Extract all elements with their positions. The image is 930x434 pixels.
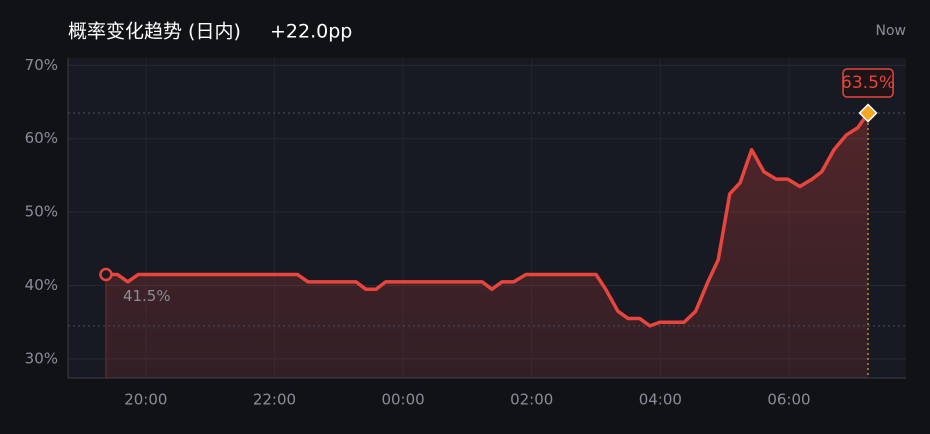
chart-title: 概率变化趋势 (日内) bbox=[68, 21, 241, 43]
x-tick-label: 20:00 bbox=[124, 391, 167, 409]
x-tick-label: 06:00 bbox=[767, 391, 810, 409]
x-tick-label: 04:00 bbox=[639, 391, 682, 409]
y-tick-label: 30% bbox=[25, 349, 58, 367]
y-tick-label: 40% bbox=[25, 276, 58, 294]
value-label: 41.5% bbox=[123, 287, 171, 305]
start-marker bbox=[99, 267, 113, 282]
area bbox=[105, 113, 869, 378]
x-tick-label: 00:00 bbox=[381, 391, 424, 409]
change-label: +22.0pp bbox=[270, 21, 352, 43]
value-label: 63.5% bbox=[841, 73, 895, 93]
end-marker bbox=[858, 103, 878, 123]
y-tick-label: 60% bbox=[25, 129, 58, 147]
value-label-box bbox=[842, 68, 894, 98]
now-label: Now bbox=[876, 23, 907, 39]
x-tick-label: 22:00 bbox=[253, 391, 296, 409]
y-tick-label: 50% bbox=[25, 203, 58, 221]
line bbox=[105, 112, 870, 328]
y-tick-label: 70% bbox=[25, 56, 58, 74]
x-tick-label: 02:00 bbox=[510, 391, 553, 409]
